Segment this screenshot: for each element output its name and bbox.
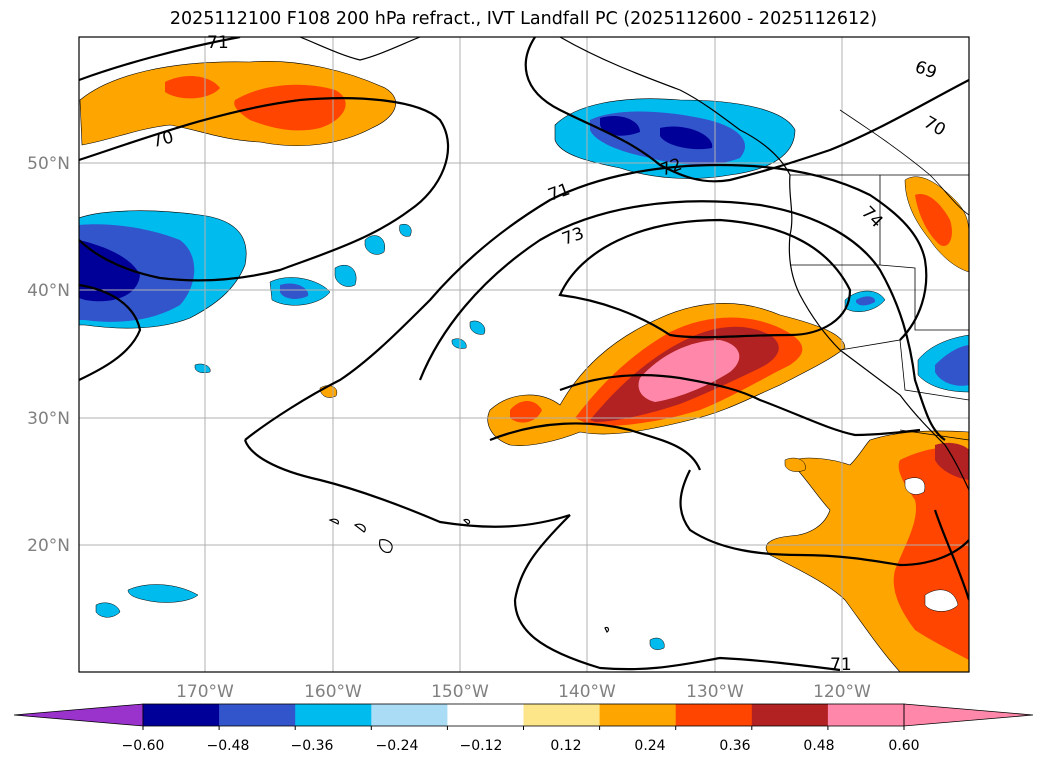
refractivity-contours	[79, 37, 969, 672]
colorbar-extend-min	[13, 703, 144, 727]
colorbar-cells	[13, 703, 1034, 730]
colorbar: −0.60 −0.48 −0.36 −0.24 −0.12 0.12 0.24 …	[13, 703, 1034, 754]
colorbar-cell	[447, 704, 524, 726]
cb-tick-label: −0.12	[460, 738, 503, 754]
lon-label-160w: 160°W	[304, 682, 362, 702]
colorbar-cell	[219, 704, 296, 726]
longitude-labels: 170°W 160°W 150°W 140°W 130°W 120°W	[176, 682, 871, 702]
cb-tick-label: 0.48	[803, 738, 834, 754]
cb-tick-label: 0.12	[550, 738, 581, 754]
ivt-positive-north-pacific	[79, 61, 396, 146]
ivt-negative-southwest	[95, 320, 665, 650]
graticule	[79, 37, 969, 672]
ivt-negative-gulf-alaska	[554, 98, 796, 179]
cb-tick-label: −0.60	[122, 738, 165, 754]
colorbar-tick-labels: −0.60 −0.48 −0.36 −0.24 −0.12 0.12 0.24 …	[122, 738, 920, 754]
lat-label-40n: 40°N	[27, 281, 70, 301]
lat-label-50n: 50°N	[27, 154, 70, 174]
latitude-labels: 50°N 40°N 30°N 20°N	[27, 154, 70, 556]
colorbar-cell	[523, 704, 601, 726]
lon-label-170w: 170°W	[176, 682, 234, 702]
colorbar-cell	[599, 704, 677, 726]
lon-label-140w: 140°W	[558, 682, 616, 702]
contour-label-71-north: 71	[207, 33, 229, 53]
political-borders	[790, 109, 969, 441]
map-title: 2025112100 F108 200 hPa refract., IVT La…	[169, 9, 878, 29]
cb-tick-label: −0.36	[291, 738, 334, 754]
ivt-positive-central-plume	[319, 303, 846, 446]
map-frame	[78, 36, 970, 673]
lon-label-120w: 120°W	[813, 682, 871, 702]
cb-tick-label: −0.48	[207, 738, 250, 754]
colorbar-cell	[371, 704, 448, 726]
cb-tick-label: 0.36	[719, 738, 750, 754]
colorbar-extend-max	[903, 703, 1034, 727]
cb-tick-label: −0.24	[376, 738, 419, 754]
colorbar-cell	[827, 704, 905, 726]
lat-label-30n: 30°N	[27, 409, 70, 429]
ivt-positive-southeast	[765, 430, 969, 672]
coastlines	[299, 37, 969, 633]
lon-label-150w: 150°W	[431, 682, 489, 702]
cb-tick-label: 0.60	[888, 738, 919, 754]
ivt-negative-east	[844, 290, 969, 393]
contour-label-71-south: 71	[830, 655, 852, 675]
colorbar-cell	[675, 704, 753, 726]
cb-tick-label: 0.24	[634, 738, 665, 754]
lat-label-20n: 20°N	[27, 536, 70, 556]
colorbar-cell	[295, 704, 372, 726]
colorbar-cell	[143, 704, 220, 726]
lon-label-130w: 130°W	[686, 682, 744, 702]
colorbar-cell	[751, 704, 829, 726]
